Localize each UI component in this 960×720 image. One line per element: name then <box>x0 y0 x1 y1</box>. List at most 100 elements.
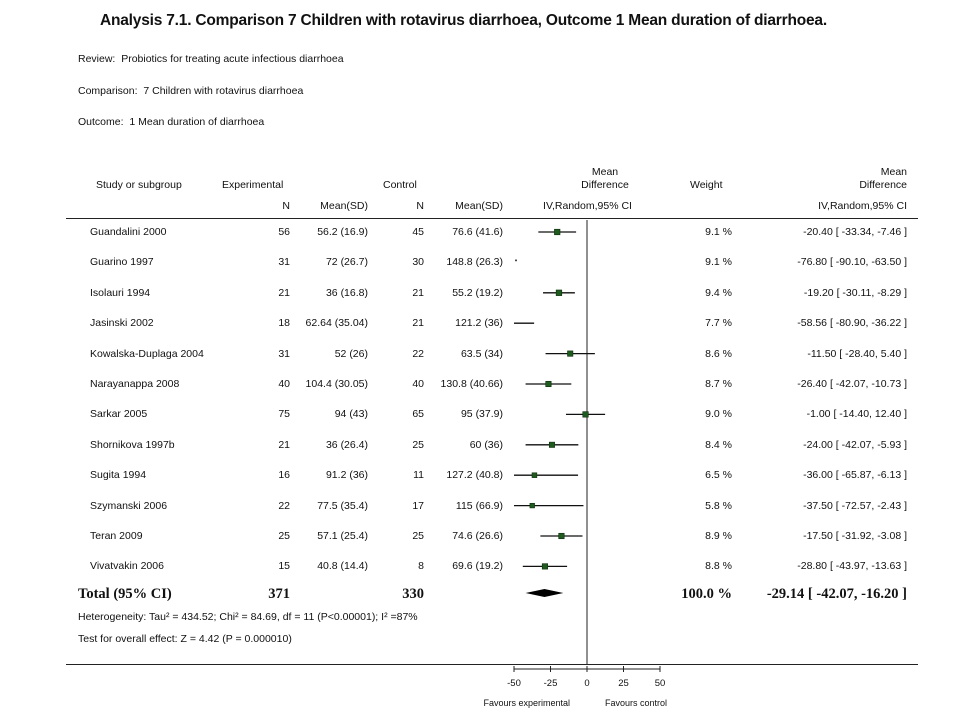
study-name: Shornikova 1997b <box>90 438 175 451</box>
total-ci: -29.14 [ -42.07, -16.20 ] <box>766 586 907 602</box>
heterogeneity-text: Heterogeneity: Tau² = 434.52; Chi² = 84.… <box>78 611 418 623</box>
exp-n: 21 <box>278 438 290 451</box>
total-label: Total (95% CI) <box>78 586 172 602</box>
outcome-value: 1 Mean duration of diarrhoea <box>129 116 265 128</box>
exp-mean-sd: 57.1 (25.4) <box>317 530 368 542</box>
exp-n: 21 <box>278 286 290 299</box>
comparison-label: Comparison: <box>78 85 138 97</box>
study-weight: 8.7 % <box>705 378 732 390</box>
header-md2-method: IV,Random,95% CI <box>818 200 907 212</box>
review-value: Probiotics for treating acute infectious… <box>121 53 344 65</box>
exp-mean-sd: 91.2 (36) <box>325 469 368 482</box>
ctl-mean-sd: 121.2 (36) <box>455 317 503 330</box>
study-weight: 8.4 % <box>705 438 732 451</box>
review-label: Review: <box>78 53 116 65</box>
study-name: Guandalini 2000 <box>90 226 167 238</box>
study-name: Isolauri 1994 <box>90 286 151 299</box>
study-name: Szymanski 2006 <box>90 499 168 512</box>
study-point <box>541 563 548 570</box>
axis-tick-label: -25 <box>543 678 558 689</box>
study-name: Jasinski 2002 <box>90 317 154 330</box>
exp-n: 16 <box>278 469 290 482</box>
study-weight: 9.0 % <box>705 408 732 421</box>
ctl-mean-sd: 127.2 (40.8) <box>446 469 503 482</box>
header-exp-n: N <box>282 200 290 212</box>
ctl-mean-sd: 115 (66.9) <box>455 499 503 512</box>
ctl-n: 21 <box>412 286 424 299</box>
ctl-mean-sd: 69.6 (19.2) <box>452 560 503 573</box>
study-name: Kowalska-Duplaga 2004 <box>90 347 204 360</box>
study-weight: 5.8 % <box>705 499 732 512</box>
favours-experimental-label: Favours experimental <box>483 698 570 708</box>
comparison-value: 7 Children with rotavirus diarrhoea <box>143 85 304 97</box>
study-point <box>554 228 561 236</box>
study-weight: 6.5 % <box>705 469 732 482</box>
exp-mean-sd: 56.2 (16.9) <box>317 226 368 238</box>
exp-n: 15 <box>278 560 290 573</box>
exp-mean-sd: 77.5 (35.4) <box>317 499 368 512</box>
ctl-mean-sd: 60 (36) <box>469 438 503 451</box>
study-name: Sarkar 2005 <box>90 408 148 421</box>
study-ci: -19.20 [ -30.11, -8.29 ] <box>803 286 907 299</box>
study-point <box>555 289 563 296</box>
study-name: Narayanappa 2008 <box>90 378 180 390</box>
study-name: Vivatvakin 2006 <box>90 560 164 573</box>
exp-n: 22 <box>278 499 290 512</box>
study-weight: 9.4 % <box>705 286 732 299</box>
outcome-label: Outcome: <box>78 116 124 128</box>
header-rule <box>66 218 918 219</box>
exp-n: 56 <box>278 226 290 238</box>
study-weight: 9.1 % <box>705 226 732 238</box>
ctl-mean-sd: 74.6 (26.6) <box>452 530 503 542</box>
exp-mean-sd: 36 (16.8) <box>325 286 368 299</box>
header-md-line1: Mean <box>591 166 619 178</box>
study-ci: -58.56 [ -80.90, -36.22 ] <box>797 317 907 330</box>
study-ci: -36.00 [ -65.87, -6.13 ] <box>803 469 907 482</box>
ctl-n: 11 <box>413 469 424 482</box>
ctl-mean-sd: 55.2 (19.2) <box>452 286 503 299</box>
exp-n: 31 <box>278 347 290 360</box>
study-point <box>582 411 589 418</box>
axis-tick-label: 0 <box>584 678 590 689</box>
exp-n: 25 <box>278 530 290 542</box>
ctl-n: 25 <box>412 438 424 451</box>
header-control: Control <box>383 179 417 191</box>
exp-mean-sd: 36 (26.4) <box>325 438 368 451</box>
exp-mean-sd: 52 (26) <box>334 347 368 360</box>
study-ci: -24.00 [ -42.07, -5.93 ] <box>803 438 907 451</box>
pooled-diamond <box>525 589 564 597</box>
study-ci: -76.80 [ -90.10, -63.50 ] <box>797 256 907 269</box>
header-md-method: IV,Random,95% CI <box>543 200 632 212</box>
study-name: Sugita 1994 <box>90 469 147 482</box>
outcome-line: Outcome: 1 Mean duration of diarrhoea <box>78 116 264 128</box>
overall-effect-text: Test for overall effect: Z = 4.42 (P = 0… <box>78 633 292 645</box>
ctl-n: 65 <box>412 408 424 421</box>
exp-mean-sd: 94 (43) <box>334 408 368 421</box>
exp-n: 75 <box>278 408 290 421</box>
header-exp-meansd: Mean(SD) <box>320 200 368 212</box>
ctl-mean-sd: 148.8 (26.3) <box>446 256 503 269</box>
axis-tick-label: 25 <box>618 678 629 689</box>
header-ctl-meansd: Mean(SD) <box>455 200 503 212</box>
exp-mean-sd: 72 (26.7) <box>325 256 368 269</box>
ctl-n: 40 <box>412 378 424 390</box>
study-ci: -26.40 [ -42.07, -10.73 ] <box>797 378 907 390</box>
exp-n: 40 <box>278 378 290 390</box>
exp-n: 31 <box>278 256 290 269</box>
study-weight: 8.8 % <box>705 560 732 573</box>
ctl-mean-sd: 63.5 (34) <box>460 347 503 360</box>
ctl-mean-sd: 76.6 (41.6) <box>452 226 503 238</box>
study-weight: 8.6 % <box>705 347 732 360</box>
footer-rule <box>66 664 918 665</box>
study-weight: 9.1 % <box>705 256 732 269</box>
exp-mean-sd: 62.64 (35.04) <box>305 317 368 330</box>
ctl-n: 25 <box>412 530 424 542</box>
study-ci: -1.00 [ -14.40, 12.40 ] <box>806 408 907 421</box>
ctl-n: 45 <box>412 226 424 238</box>
study-ci: -11.50 [ -28.40, 5.40 ] <box>807 347 907 360</box>
study-point <box>545 380 552 388</box>
total-exp-n: 371 <box>268 586 290 602</box>
axis-tick-label: -50 <box>507 678 521 689</box>
